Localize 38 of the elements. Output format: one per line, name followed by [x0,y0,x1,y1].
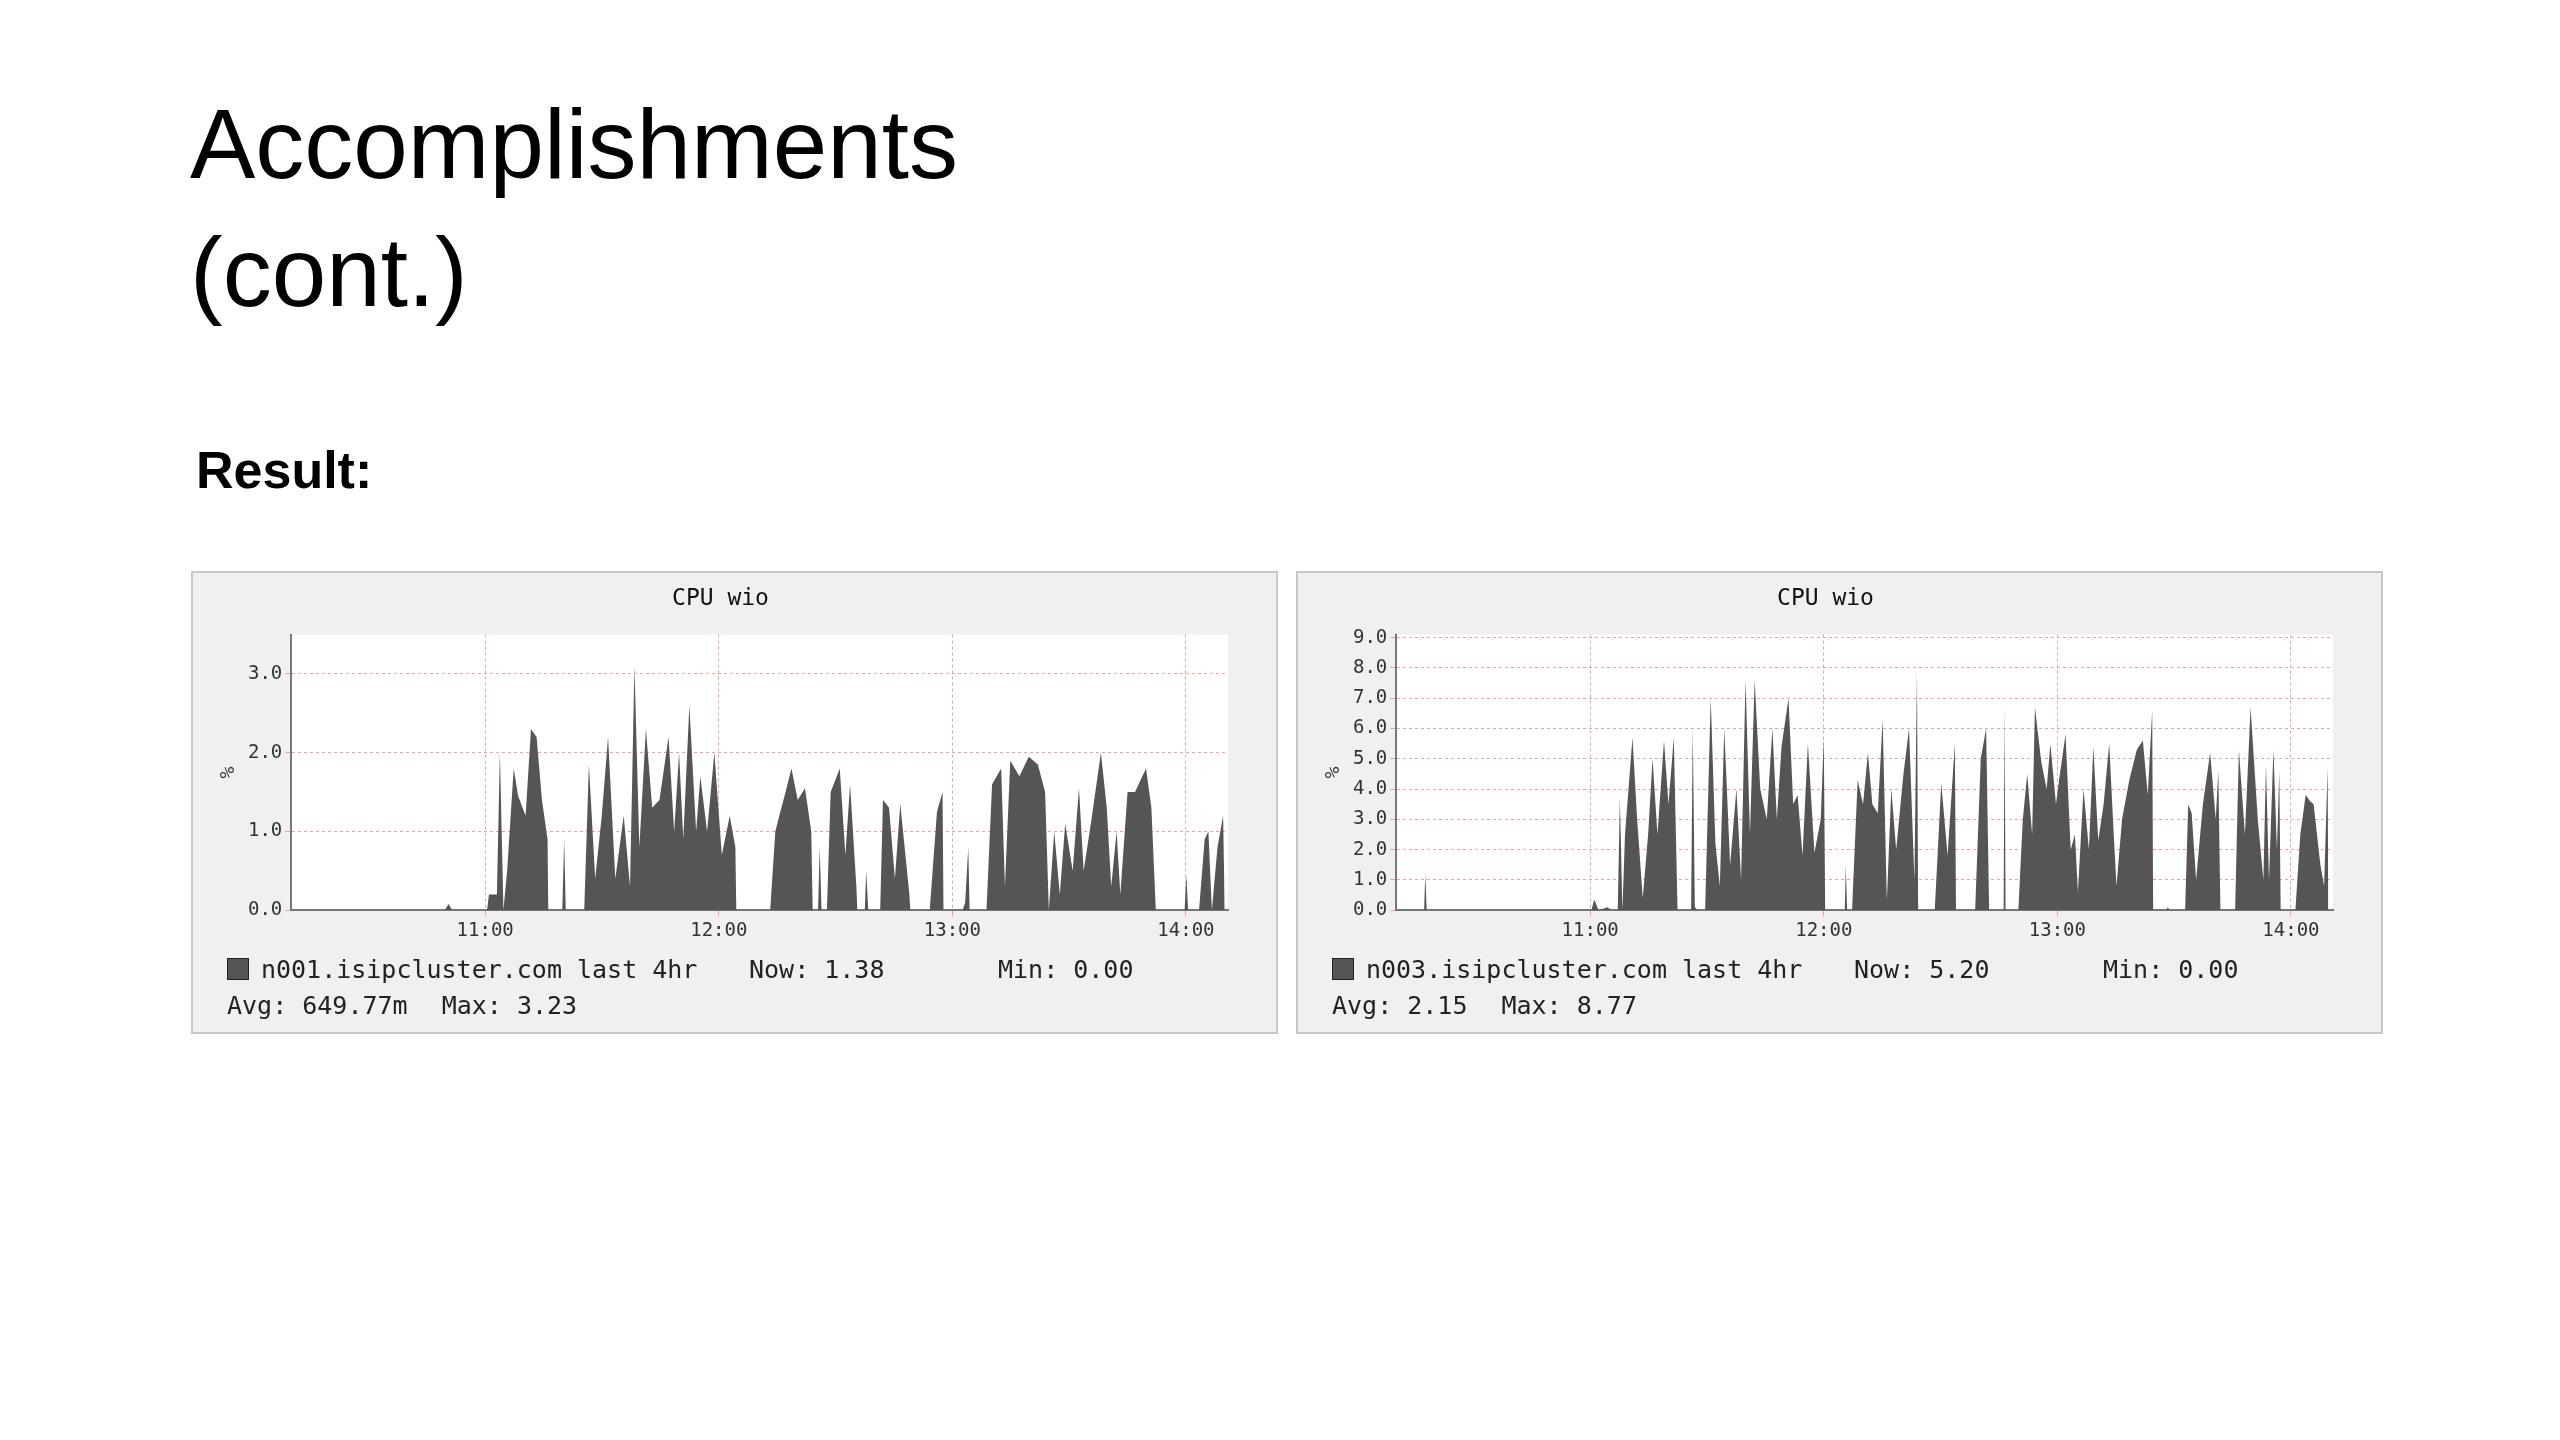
y-axis-title: % [215,766,240,779]
text: Min: 0.00 [2103,954,2240,984]
y-tick-label: 2.0 [1352,836,1388,859]
x-tick-label: 12:00 [1795,917,1853,940]
y-tick-label: 9.0 [1352,624,1388,647]
y-tick-label: 1.0 [1352,866,1388,889]
x-tick-label: 13:00 [2028,917,2086,940]
y-tick-label: 0.0 [247,897,283,920]
y-tick-label: 0.0 [1352,897,1388,920]
y-tick-label: 1.0 [247,818,283,841]
text: Accomplishments (cont.) [190,88,959,329]
text: Avg: 2.15 [1332,990,1468,1020]
x-tick-label: 11:00 [1561,917,1619,940]
y-tick-label: 3.0 [247,660,283,683]
legend-label: n003.isipcluster.com last 4hr [1365,954,1804,984]
legend-label: n001.isipcluster.com last 4hr [260,954,699,984]
y-tick-label: 6.0 [1352,715,1388,738]
text: Min: 0.00 [998,954,1135,984]
y-axis-title: % [1320,766,1345,779]
x-tick-label: 12:00 [690,917,748,940]
chart-title: CPU wio [672,583,769,610]
x-tick-label: 14:00 [1157,917,1215,940]
text: Now: 5.20 [1853,954,1991,984]
y-tick-label: 8.0 [1352,654,1388,677]
y-tick-label: 2.0 [247,739,283,762]
text: Avg: 649.77m [227,990,408,1020]
y-tick-label: 4.0 [1352,775,1388,798]
text: Max: 3.23 [441,990,578,1020]
text: Now: 1.38 [748,954,886,984]
y-tick-label: 3.0 [1352,806,1388,829]
x-tick-label: 14:00 [2262,917,2320,940]
x-tick-label: 11:00 [456,917,514,940]
y-tick-label: 7.0 [1352,685,1388,708]
text: Result: [196,440,373,500]
chart-title: CPU wio [1777,583,1874,610]
y-tick-label: 5.0 [1352,745,1388,768]
x-tick-label: 13:00 [923,917,981,940]
text: Max: 8.77 [1501,990,1637,1020]
